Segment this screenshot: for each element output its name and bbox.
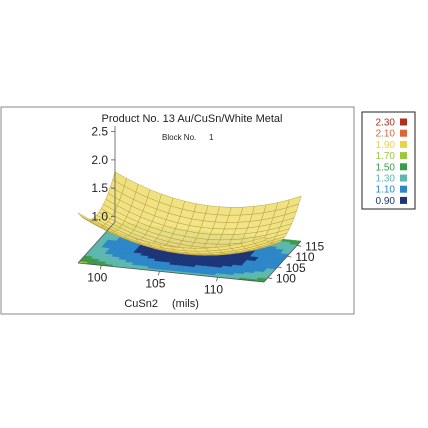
legend-label: 1.50 xyxy=(376,162,396,173)
y-tick-mark xyxy=(267,277,272,280)
legend-label: 1.70 xyxy=(376,151,396,162)
y-tick-label: 110 xyxy=(295,250,314,264)
z-tick-label: 1.0 xyxy=(91,209,108,223)
z-tick-label: 1.5 xyxy=(91,181,108,195)
x-tick-mark xyxy=(99,265,102,270)
legend-label: 2.10 xyxy=(376,129,396,140)
x-tick-mark xyxy=(216,277,218,282)
chart-title: Product No. 13 Au/CuSn/White Metal xyxy=(102,113,283,125)
x-axis-unit: (mils) xyxy=(172,298,199,310)
y-tick-mark xyxy=(297,244,302,247)
y-axis-line xyxy=(263,240,302,283)
z-tick-label: 2.0 xyxy=(91,153,108,167)
y-tick-mark xyxy=(287,255,292,258)
floor-back-edge xyxy=(77,221,116,264)
y-tick-mark xyxy=(277,266,282,269)
y-tick-label: 100 xyxy=(276,272,296,286)
legend-label: 0.90 xyxy=(376,196,396,207)
y-tick-label: 105 xyxy=(286,261,306,275)
legend-label: 2.30 xyxy=(376,118,396,129)
legend-swatch xyxy=(400,196,407,204)
legend-label: 1.10 xyxy=(376,185,396,196)
legend-swatch xyxy=(400,152,407,160)
x-tick-label: 105 xyxy=(145,276,165,290)
x-tick-label: 110 xyxy=(204,282,223,296)
block-label: Block No. xyxy=(162,133,196,142)
legend-swatch xyxy=(400,118,407,126)
legend-label: 1.30 xyxy=(376,174,396,185)
legend: 2.302.101.901.701.501.301.100.90 xyxy=(361,111,416,210)
legend-swatch xyxy=(400,174,407,182)
legend-label: 1.90 xyxy=(376,140,396,151)
surface-patch xyxy=(252,236,267,244)
x-tick-label: 100 xyxy=(87,270,107,284)
legend-swatch xyxy=(400,140,407,148)
legend-swatch xyxy=(400,163,407,171)
block-value: 1 xyxy=(209,133,214,142)
legend-frame xyxy=(361,111,416,210)
legend-swatch xyxy=(400,129,407,137)
z-tick-label: 2.5 xyxy=(91,125,108,139)
response-surface xyxy=(77,171,302,256)
legend-swatch xyxy=(400,185,407,193)
x-tick-mark xyxy=(157,271,160,276)
x-axis-line xyxy=(77,262,265,283)
y-tick-label: 115 xyxy=(305,239,324,253)
x-axis-label: CuSn2 xyxy=(124,298,158,310)
